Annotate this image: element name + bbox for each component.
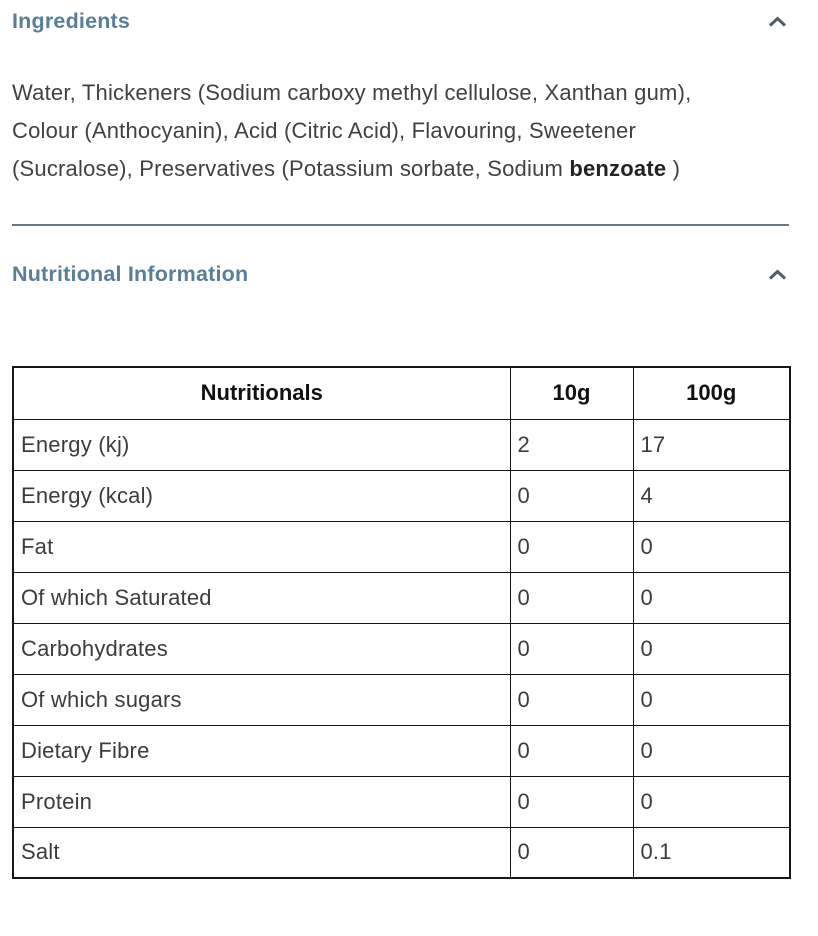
value-10g: 0 [509,724,634,777]
nutrient-label: Salt [12,826,511,879]
table-row: Energy (kcal) 0 4 [12,469,791,522]
nutrition-table-header-row: Nutritionals 10g 100g [12,366,791,420]
nutrient-label: Fat [12,520,511,573]
nutrient-label: Energy (kj) [12,418,511,471]
value-10g: 0 [509,469,634,522]
value-10g: 0 [509,673,634,726]
nutrient-label: Carbohydrates [12,622,511,675]
header-10g: 10g [509,366,634,420]
value-100g: 0 [632,571,791,624]
value-10g: 0 [509,775,634,828]
header-100g: 100g [632,366,791,420]
nutritional-information-section: Nutritional Information Nutritionals 10g… [12,262,791,879]
table-row: Of which Saturated 0 0 [12,571,791,624]
value-100g: 0 [632,673,791,726]
chevron-up-icon [768,16,787,27]
ingredients-accordion-header[interactable]: Ingredients [12,9,789,34]
value-100g: 0 [632,775,791,828]
value-10g: 2 [509,418,634,471]
section-divider [12,224,789,226]
ingredients-text: Water, Thickeners (Sodium carboxy methyl… [12,74,738,188]
nutrient-label: Of which Saturated [12,571,511,624]
table-row: Energy (kj) 2 17 [12,418,791,471]
ingredients-section: Ingredients Water, Thickeners (Sodium ca… [12,9,789,188]
nutrient-label: Of which sugars [12,673,511,726]
value-10g: 0 [509,622,634,675]
header-nutritionals: Nutritionals [12,366,511,420]
nutrition-table: Nutritionals 10g 100g Energy (kj) 2 17 E… [12,366,791,879]
nutrition-collapse-button[interactable] [766,267,789,282]
value-100g: 0 [632,520,791,573]
ingredients-text-after-bold: ) [666,156,681,181]
value-10g: 0 [509,571,634,624]
value-100g: 0.1 [632,826,791,879]
ingredients-text-regular: Water, Thickeners (Sodium carboxy methyl… [12,80,692,181]
table-row: Carbohydrates 0 0 [12,622,791,675]
nutrition-title: Nutritional Information [12,262,249,286]
value-100g: 0 [632,724,791,777]
nutrient-label: Dietary Fibre [12,724,511,777]
chevron-up-icon [768,269,787,280]
table-row: Of which sugars 0 0 [12,673,791,726]
table-row: Protein 0 0 [12,775,791,828]
value-100g: 4 [632,469,791,522]
nutrition-accordion-header[interactable]: Nutritional Information [12,262,789,287]
product-info-panel: Ingredients Water, Thickeners (Sodium ca… [12,9,791,879]
table-row: Fat 0 0 [12,520,791,573]
ingredients-title: Ingredients [12,9,131,33]
nutrient-label: Protein [12,775,511,828]
ingredients-collapse-button[interactable] [766,14,789,29]
value-100g: 17 [632,418,791,471]
ingredients-text-bold: benzoate [569,156,667,181]
value-10g: 0 [509,826,634,879]
table-row: Dietary Fibre 0 0 [12,724,791,777]
value-100g: 0 [632,622,791,675]
nutrient-label: Energy (kcal) [12,469,511,522]
value-10g: 0 [509,520,634,573]
table-row: Salt 0 0.1 [12,826,791,879]
